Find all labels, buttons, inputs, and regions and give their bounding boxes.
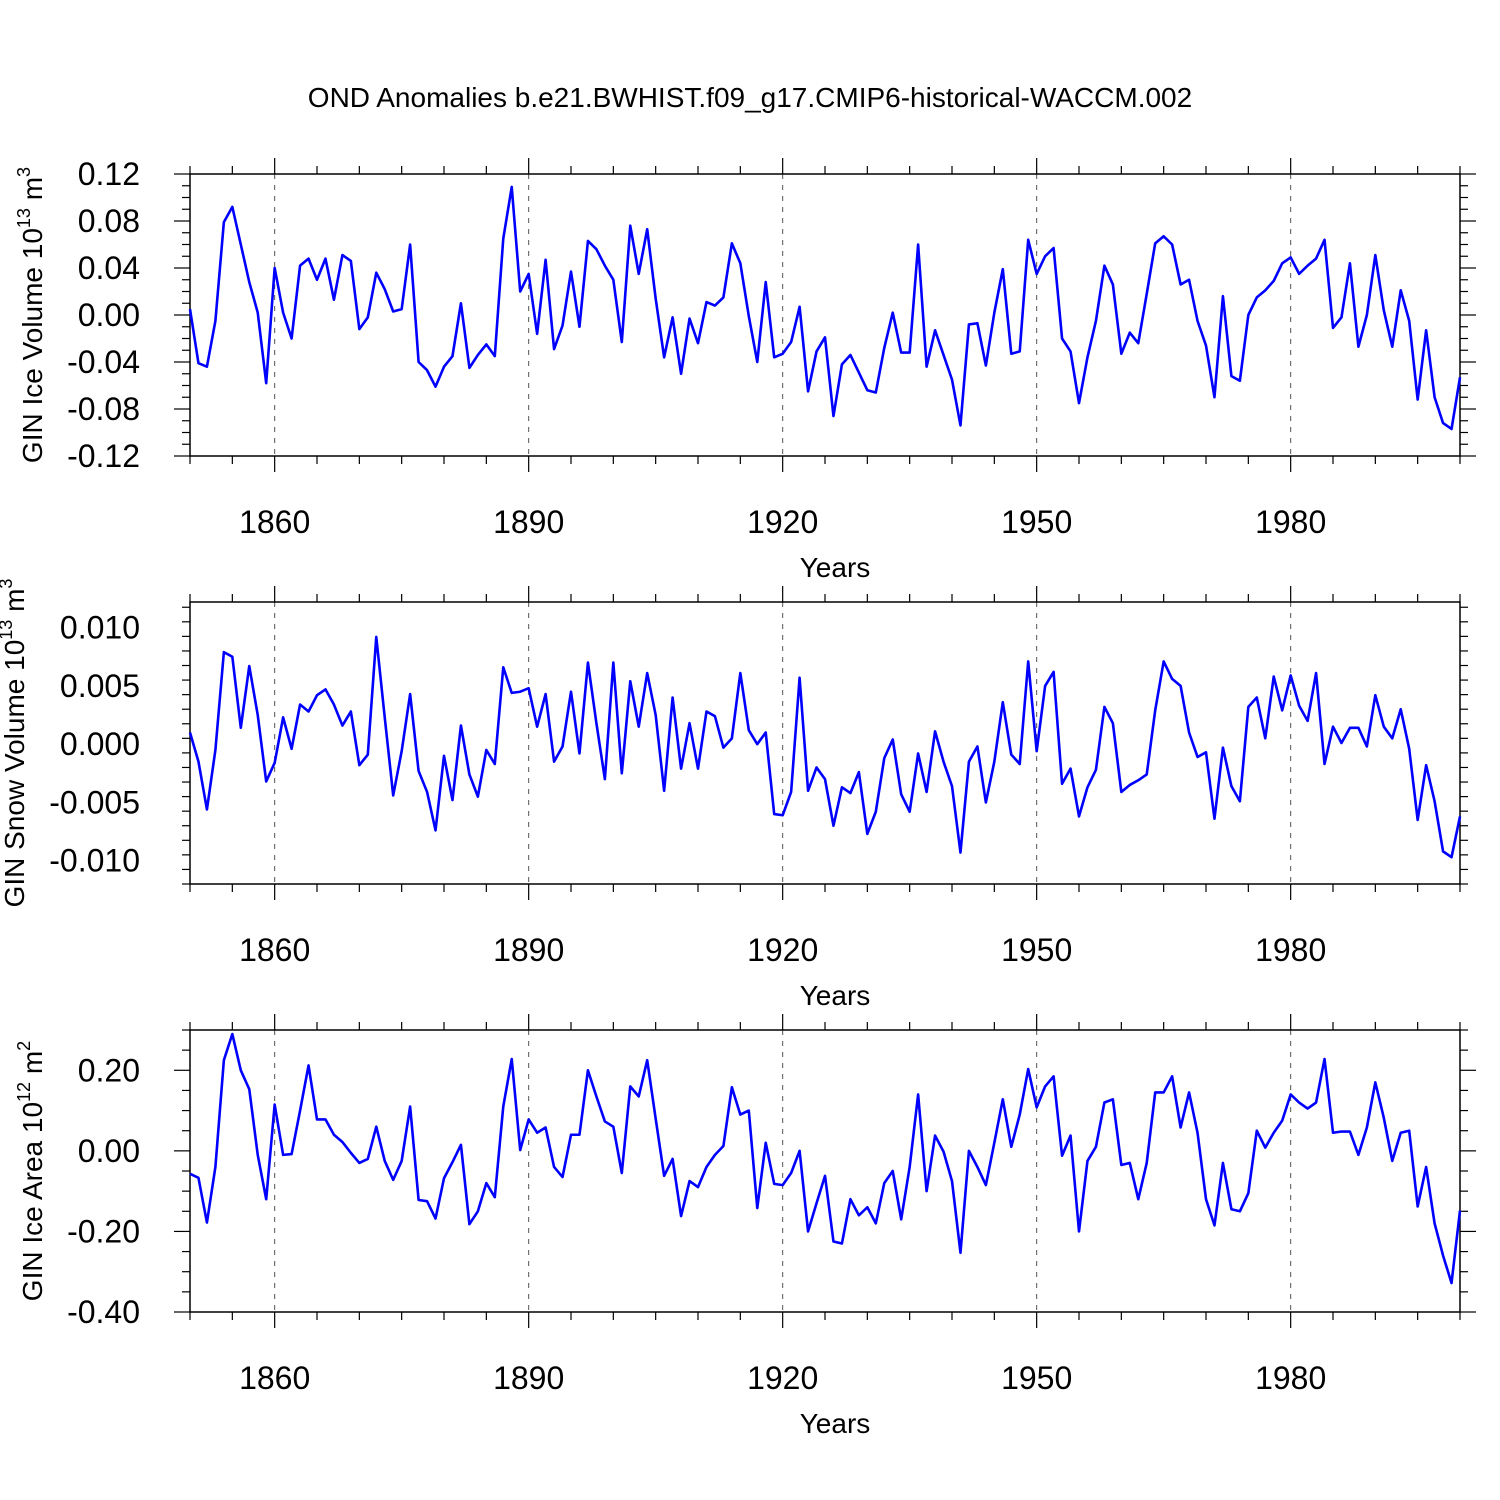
y-axis-label-unit: m [17,177,48,208]
y-axis-label-text: GIN Ice Area 10 [17,1102,48,1301]
x-tick-label: 1860 [239,932,310,968]
x-tick-label: 1980 [1255,1360,1326,1396]
x-tick-label: 1980 [1255,504,1326,540]
y-tick-label: -0.08 [67,391,140,427]
chart-panel-3: 1860 1890 1920 1950 1980 Years -0.40 -0.20 0.00 0… [14,1014,1476,1439]
y-tick-label: 0.08 [78,203,140,239]
x-tick-label: 1890 [493,1360,564,1396]
x-tick-label: 1890 [493,932,564,968]
y-tick-label: 0.20 [78,1052,140,1088]
y-axis-label-text: GIN Snow Volume 10 [0,640,30,908]
data-series-line [188,185,1462,431]
x-axis-label: Years [800,552,871,583]
data-series-line [189,1032,1462,1285]
y-tick-label: -0.12 [67,438,140,474]
y-tick-label: 0.000 [60,726,140,762]
x-axis-label: Years [800,980,871,1011]
plot-frame [189,601,1461,885]
y-axis-label-exponent: 13 [14,208,34,228]
x-tick-label: 1860 [239,504,310,540]
chart-panel-2: 1860 1890 1920 1950 1980 Years -0.010 -0.005 0.0… [0,579,1468,1011]
y-tick-label: 0.00 [78,1133,140,1169]
x-tick-label: 1920 [747,1360,818,1396]
x-tick-label: 1920 [747,932,818,968]
y-tick-label: 0.010 [60,610,140,646]
y-tick-label: -0.40 [67,1294,140,1330]
y-axis-label-unit-exponent: 2 [14,1041,34,1051]
chart-panel-1: 1860 1890 1920 1950 1980 Years -0.12 -0.08 -0.04… [14,156,1476,583]
y-axis-label-exponent: 12 [14,1082,34,1102]
chart-title: OND Anomalies b.e21.BWHIST.f09_g17.CMIP6… [307,82,1193,113]
y-axis-label: GIN Ice Area 1012 m2 [14,1041,48,1301]
y-tick-label: 0.12 [78,156,140,192]
x-tick-label: 1950 [1001,932,1072,968]
y-tick-label: -0.005 [49,784,140,820]
plot-frame [189,1029,1461,1313]
y-axis-label-text: GIN Ice Volume 10 [17,228,48,463]
y-axis-label: GIN Snow Volume 1013 m3 [0,579,30,908]
y-tick-label: -0.010 [49,843,140,879]
y-tick-label: 0.00 [78,297,140,333]
y-tick-label: -0.20 [67,1213,140,1249]
x-tick-label: 1980 [1255,932,1326,968]
x-axis-label: Years [800,1408,871,1439]
y-axis-label: GIN Ice Volume 1013 m3 [14,167,48,463]
y-tick-label: 0.04 [78,250,140,286]
y-axis-label-unit-exponent: 3 [14,167,34,177]
x-tick-label: 1890 [493,504,564,540]
y-axis-label-unit-exponent: 3 [0,579,16,589]
x-tick-label: 1950 [1001,504,1072,540]
x-tick-label: 1860 [239,1360,310,1396]
x-tick-label: 1950 [1001,1360,1072,1396]
y-axis-label-unit: m [0,589,30,620]
plot-frame [189,173,1461,457]
y-tick-label: 0.005 [60,668,140,704]
y-tick-label: -0.04 [67,344,140,380]
y-axis-label-exponent: 13 [0,620,16,640]
y-axis-label-unit: m [17,1051,48,1082]
data-series-line [188,635,1462,859]
x-tick-label: 1920 [747,504,818,540]
